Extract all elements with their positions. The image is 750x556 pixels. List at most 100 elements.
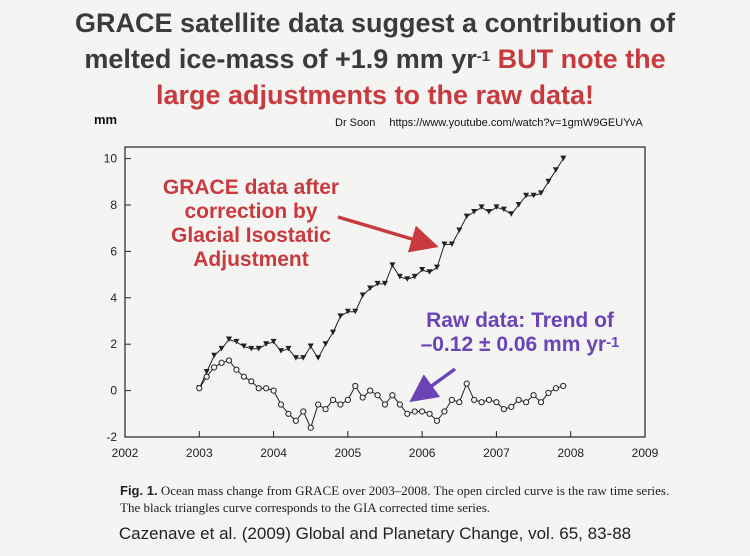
raw-data-point	[404, 410, 411, 417]
x-tick-label: 2003	[186, 446, 213, 460]
gia-corrected-point	[396, 273, 403, 280]
y-axis-label: mm	[94, 112, 118, 127]
annotation-line: correction by	[184, 200, 318, 223]
raw-data-point	[396, 401, 403, 408]
annotation-line: –0.12 ± 0.06 mm yr-1	[385, 333, 655, 357]
raw-data-point	[560, 382, 567, 390]
raw-data-point	[263, 385, 270, 392]
raw-data-point	[508, 403, 515, 410]
gia-corrected-point	[389, 262, 396, 268]
raw-data-point	[523, 399, 530, 406]
gia-corrected-point	[344, 308, 351, 315]
gia-corrected-point	[404, 276, 411, 282]
gia-corrected-point	[515, 202, 522, 208]
annotation-line: Adjustment	[193, 248, 309, 271]
raw-data-point	[367, 387, 374, 394]
figure-caption: Fig. 1. Ocean mass change from GRACE ove…	[120, 482, 680, 516]
gia-corrected-point	[367, 285, 374, 292]
raw-data-point	[211, 364, 218, 371]
gia-corrected-point	[419, 266, 426, 273]
gia-corrected-point	[300, 355, 307, 361]
corrected-data-annotation: GRACE data after correction by Glacial I…	[136, 176, 366, 272]
raw-data-point	[322, 406, 329, 413]
raw-data-point	[203, 373, 210, 380]
x-tick-label: 2005	[335, 446, 362, 460]
gia-corrected-point	[493, 204, 500, 210]
gia-corrected-point	[255, 345, 262, 352]
raw-data-point	[285, 410, 292, 417]
slide-title-line-3: large adjustments to the raw data!	[155, 80, 595, 110]
x-tick-label: 2006	[409, 446, 436, 460]
raw-data-point	[471, 396, 478, 403]
gia-corrected-point	[530, 192, 537, 199]
raw-data-point	[485, 396, 493, 403]
raw-data-point	[292, 417, 299, 424]
x-tick-label: 2008	[557, 446, 584, 460]
gia-corrected-point	[545, 178, 552, 185]
raw-data-point	[493, 399, 500, 406]
gia-corrected-point	[486, 208, 492, 215]
y-tick-label: 0	[110, 384, 117, 398]
raw-data-point	[515, 396, 522, 403]
gia-corrected-point	[270, 338, 277, 345]
raw-series-line	[198, 359, 564, 430]
purple-annotation-arrow	[409, 367, 457, 403]
raw-data-point	[300, 408, 307, 415]
figure-caption-text: Ocean mass change from GRACE over 2003–2…	[120, 483, 670, 515]
gia-corrected-point	[285, 345, 292, 352]
gia-corrected-point	[374, 280, 381, 287]
gia-corrected-point	[292, 355, 299, 361]
y-tick-label: 2	[110, 337, 117, 351]
x-tick-label: 2004	[260, 446, 287, 460]
raw-data-point	[500, 406, 507, 413]
gia-corrected-point	[322, 341, 329, 347]
annotation-line: Glacial Isostatic	[171, 224, 331, 247]
gia-corrected-point	[478, 204, 485, 210]
raw-data-point	[537, 399, 545, 406]
credit-url[interactable]: https://www.youtube.com/watch?v=1gmW9GEU…	[389, 117, 643, 129]
gia-corrected-point	[463, 213, 470, 220]
x-tick-label: 2002	[112, 446, 139, 460]
title-line-2-text: melted ice-mass of +1.9 mm yr	[84, 44, 477, 74]
raw-data-point	[233, 366, 240, 373]
raw-data-point	[307, 424, 314, 431]
x-tick-label: 2007	[483, 446, 510, 460]
y-tick-label: 8	[110, 198, 117, 212]
gia-corrected-point	[538, 190, 544, 196]
raw-data-point	[381, 401, 389, 408]
ocean-mass-chart: 2002 2003 2004 2005 2006 2007 2008 2009 -2 0 2 4 6 8 1…	[104, 146, 659, 460]
gia-corrected-point	[523, 192, 530, 199]
gia-corrected-point	[218, 345, 225, 352]
raw-data-point	[426, 410, 433, 417]
annotation-line: GRACE data after	[162, 176, 340, 199]
raw-data-point	[196, 385, 203, 392]
gia-corrected-point	[226, 336, 232, 343]
y-tick-label: 10	[104, 152, 118, 166]
y-tick-label: 4	[110, 291, 117, 305]
raw-data-point	[419, 408, 426, 415]
raw-trend-text: –0.12 ± 0.06 mm yr	[420, 333, 607, 356]
raw-data-point	[433, 417, 441, 424]
raw-data-point	[389, 392, 396, 399]
raw-data-point	[329, 396, 337, 403]
gia-corrected-point	[448, 241, 455, 247]
raw-data-point	[337, 401, 344, 408]
raw-data-point	[456, 399, 463, 406]
gia-corrected-point	[411, 273, 418, 280]
gia-corrected-point	[552, 167, 559, 173]
gia-corrected-point	[211, 352, 218, 359]
raw-data-point	[530, 392, 537, 399]
gia-corrected-point	[203, 369, 210, 375]
red-annotation-arrow	[337, 215, 439, 253]
title-line-2-superscript: -1	[476, 48, 491, 65]
chart-series-layer	[196, 155, 567, 431]
raw-data-point	[255, 385, 262, 392]
video-credit: Dr Soon https://www.youtube.com/watch?v=1…	[335, 117, 643, 129]
gia-corrected-point	[434, 264, 440, 271]
gia-corrected-point	[441, 241, 448, 247]
slide-title-line-2: melted ice-mass of +1.9 mm yr-1 BUT note…	[0, 42, 750, 76]
gia-corrected-point	[307, 343, 314, 350]
raw-data-point	[248, 378, 255, 385]
gia-corrected-point	[337, 313, 344, 319]
gia-corrected-point	[359, 292, 366, 298]
